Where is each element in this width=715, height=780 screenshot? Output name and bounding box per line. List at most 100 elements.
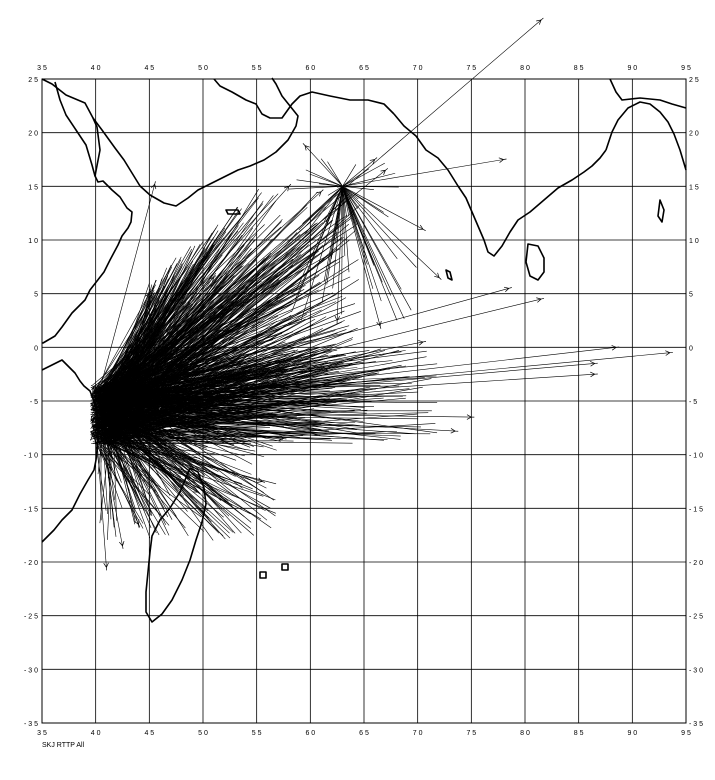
lon-tick-bottom-5: 6 0 xyxy=(305,730,315,737)
track-band-890 xyxy=(96,324,260,400)
lon-tick-top-12: 9 5 xyxy=(681,65,691,72)
hub-track-48 xyxy=(342,186,347,218)
track-arrowhead-5 xyxy=(434,272,442,280)
lon-tick-bottom-9: 8 0 xyxy=(520,730,530,737)
track-band-899 xyxy=(108,411,222,478)
hub-track-20 xyxy=(305,169,343,187)
track-band-885 xyxy=(96,441,264,497)
coast-arabia xyxy=(92,77,299,207)
track-band-766 xyxy=(115,391,364,422)
coast-red-sea-west xyxy=(54,81,96,177)
track-band-491 xyxy=(92,295,343,394)
track-band-703 xyxy=(110,437,294,442)
map-frame xyxy=(41,78,687,724)
map-caption: SKJ RTTP All xyxy=(42,742,85,749)
hub-track-9 xyxy=(342,186,374,289)
track-band-361 xyxy=(95,442,166,521)
hub-track-38 xyxy=(302,186,343,224)
track-arrowhead-13 xyxy=(536,297,545,303)
coast-sri-lanka xyxy=(525,243,545,281)
lat-tick-left-6: - 5 xyxy=(30,399,38,406)
hub-track-39 xyxy=(300,186,343,321)
coast-small-isle-2 xyxy=(281,563,289,571)
hub-track-27 xyxy=(309,173,343,187)
hub-track-52 xyxy=(322,186,343,225)
track-arrowhead-9 xyxy=(144,290,152,299)
coastlines xyxy=(41,77,687,623)
track-line-19 xyxy=(101,411,472,418)
track-band-801 xyxy=(114,371,229,388)
lon-tick-top-4: 5 5 xyxy=(252,65,262,72)
track-arrowhead-2 xyxy=(302,143,310,151)
track-band-749 xyxy=(92,204,308,435)
track-arrowhead-14 xyxy=(503,286,512,293)
track-line-11 xyxy=(100,191,322,391)
hub-track-59 xyxy=(337,186,343,188)
track-line-26 xyxy=(100,427,198,493)
track-arrowhead-20 xyxy=(450,428,459,434)
track-arrowhead-1 xyxy=(498,157,507,163)
lon-tick-bottom-2: 4 5 xyxy=(144,730,154,737)
lat-tick-right-5: 0 xyxy=(689,345,693,352)
hub-track-47 xyxy=(342,186,350,273)
lon-tick-top-5: 6 0 xyxy=(305,65,315,72)
track-band-815 xyxy=(102,405,207,471)
track-arrowhead-28 xyxy=(165,339,174,347)
track-arrowhead-0 xyxy=(536,17,544,25)
track-band-896 xyxy=(113,438,136,525)
coast-small-isle-1 xyxy=(259,571,267,579)
coast-lakshadweep xyxy=(445,269,453,281)
hub-track-11 xyxy=(342,164,357,187)
lon-tick-bottom-7: 7 0 xyxy=(413,730,423,737)
hub-track-34 xyxy=(330,186,343,260)
track-line-22 xyxy=(106,432,263,482)
track-band-884 xyxy=(91,354,347,398)
track-line-29 xyxy=(95,277,214,396)
track-band-865 xyxy=(111,409,180,488)
hub-track-41 xyxy=(342,186,391,296)
track-band-748 xyxy=(92,300,152,409)
track-band-561 xyxy=(90,271,185,398)
track-line-9 xyxy=(95,293,150,391)
track-band-827 xyxy=(102,390,230,504)
hub-track-24 xyxy=(342,186,346,257)
track-band-862 xyxy=(101,430,397,445)
lat-tick-left-7: - 1 0 xyxy=(24,453,38,460)
track-band-761 xyxy=(109,290,256,438)
coast-india xyxy=(393,113,607,257)
track-arrowhead-22 xyxy=(257,477,266,483)
track-band-828 xyxy=(94,315,279,420)
track-line-17 xyxy=(101,373,595,407)
track-line-2 xyxy=(304,145,343,187)
lat-tick-right-4: 5 xyxy=(689,292,693,299)
movement-tracks xyxy=(90,17,673,571)
track-band-809 xyxy=(115,402,264,410)
lon-tick-top-11: 9 0 xyxy=(627,65,637,72)
lat-tick-left-4: 5 xyxy=(34,292,38,299)
coast-persian-gulf xyxy=(213,78,395,119)
track-line-28 xyxy=(95,341,171,402)
hub-track-2 xyxy=(342,172,396,187)
track-band-894 xyxy=(96,425,332,441)
track-band-878 xyxy=(106,237,312,396)
track-line-27 xyxy=(95,411,284,439)
lon-tick-top-1: 4 0 xyxy=(91,65,101,72)
coast-andaman xyxy=(657,199,665,223)
lat-tick-right-11: - 3 0 xyxy=(689,667,703,674)
track-line-13 xyxy=(100,298,542,407)
lat-tick-right-0: 2 5 xyxy=(689,77,699,84)
lon-tick-bottom-8: 7 5 xyxy=(466,730,476,737)
lon-tick-bottom-1: 4 0 xyxy=(91,730,101,737)
track-line-15 xyxy=(100,347,617,407)
track-band-807 xyxy=(106,237,215,395)
track-band-840 xyxy=(102,292,197,399)
hub-track-57 xyxy=(342,186,382,302)
track-band-716 xyxy=(104,282,183,391)
lat-tick-left-0: 2 5 xyxy=(28,77,38,84)
track-arrowhead-4 xyxy=(418,224,426,231)
track-line-20 xyxy=(101,411,456,432)
track-line-3 xyxy=(342,159,375,187)
track-band-822 xyxy=(108,217,352,400)
track-band-869 xyxy=(108,408,255,536)
